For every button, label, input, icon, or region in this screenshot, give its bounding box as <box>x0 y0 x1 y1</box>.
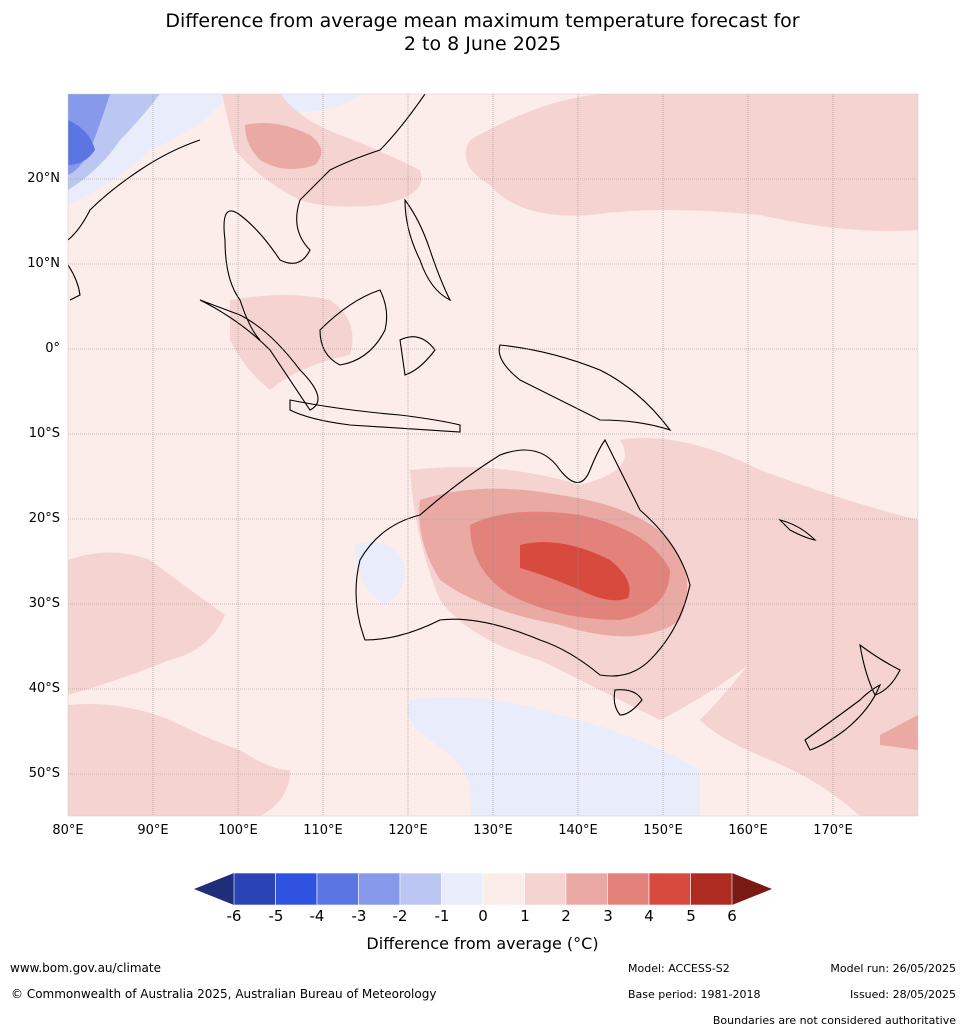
lon-label-110e: 110°E <box>303 823 343 838</box>
colorbar-tick: 3 <box>603 907 613 925</box>
warm-region-east-nz <box>880 715 918 750</box>
sumatra-coastline <box>199 299 319 411</box>
cool-region-southern-ocean <box>407 697 700 816</box>
colorbar-tick: -2 <box>392 907 408 925</box>
new-caledonia-coastline <box>778 518 817 541</box>
colorbar-swatch <box>524 872 567 906</box>
cool-region-wa-coast <box>355 542 405 605</box>
colorbar-swatch <box>565 872 608 906</box>
warm-region-tasman <box>700 600 918 816</box>
colorbar-tick: 5 <box>686 907 696 925</box>
map-title: Difference from average mean maximum tem… <box>0 10 965 56</box>
java-coastline <box>289 399 461 433</box>
philippines-coastline <box>404 198 452 302</box>
lon-label-160e: 160°E <box>728 823 768 838</box>
issued-date: Issued: 28/05/2025 <box>849 988 956 1001</box>
lon-label-140e: 140°E <box>558 823 598 838</box>
colorbar-swatch <box>607 872 650 906</box>
model-run-date: Model run: 26/05/2025 <box>830 962 956 975</box>
tasmania-coastline <box>613 689 643 716</box>
website-link[interactable]: www.bom.gov.au/climate <box>10 961 161 975</box>
colorbar-swatch <box>648 872 691 906</box>
lat-label-10s: 10°S <box>28 426 60 441</box>
colorbar-tick: -4 <box>309 907 325 925</box>
model-name: Model: ACCESS-S2 <box>628 962 730 975</box>
colorbar-swatch <box>482 872 525 906</box>
colorbar-swatch <box>233 872 276 906</box>
colorbar-swatch <box>441 872 484 906</box>
colorbar-tick: -1 <box>434 907 450 925</box>
colorbar <box>194 872 772 906</box>
lat-label-20n: 20°N <box>27 171 60 186</box>
colorbar-swatch <box>316 872 359 906</box>
india-coastline <box>68 139 201 241</box>
lon-label-170e: 170°E <box>813 823 853 838</box>
colorbar-tick: 0 <box>478 907 488 925</box>
sulawesi-coastline <box>399 336 436 376</box>
lat-label-10n: 10°N <box>27 256 60 271</box>
lat-label-20s: 20°S <box>28 511 60 526</box>
colorbar-tick: 6 <box>727 907 737 925</box>
copyright-text: © Commonwealth of Australia 2025, Austra… <box>11 987 437 1001</box>
lon-label-80e: 80°E <box>52 823 84 838</box>
title-line-1: Difference from average mean maximum tem… <box>165 10 800 32</box>
new-guinea-coastline <box>498 344 672 432</box>
colorbar-min-extend <box>194 873 234 905</box>
colorbar-tick: 4 <box>644 907 654 925</box>
australia-coastline <box>355 438 691 677</box>
boundaries-disclaimer: Boundaries are not considered authoritat… <box>712 1014 956 1027</box>
colorbar-title: Difference from average (°C) <box>366 934 599 953</box>
cool-region-china <box>275 94 360 112</box>
warm-region-sumatra <box>230 295 353 390</box>
warm-region-west-pacific <box>465 94 918 231</box>
colorbar-tick: -5 <box>268 907 284 925</box>
base-period: Base period: 1981-2018 <box>628 988 761 1001</box>
lon-label-130e: 130°E <box>473 823 513 838</box>
lon-label-90e: 90°E <box>137 823 169 838</box>
borneo-coastline <box>319 289 388 366</box>
lat-label-0: 0° <box>45 341 60 356</box>
warm-region-south-china <box>245 122 322 169</box>
title-line-2: 2 to 8 June 2025 <box>403 33 562 55</box>
warm-region-southern-indian <box>68 704 290 816</box>
colorbar-tick: -3 <box>351 907 367 925</box>
map-frame <box>67 93 919 817</box>
warm-region-southeast-asia <box>222 94 422 207</box>
coastlines <box>68 94 901 751</box>
cool-region-himalaya-4 <box>68 120 95 165</box>
colorbar-swatch <box>399 872 442 906</box>
colorbar-max-extend <box>732 873 772 905</box>
nz-north-coastline <box>859 643 901 696</box>
lat-label-30s: 30°S <box>28 596 60 611</box>
asia-mainland-coastline <box>223 94 426 341</box>
colorbar-tick: 2 <box>561 907 571 925</box>
colorbar-tick: 1 <box>520 907 530 925</box>
warm-region-indian-ocean-west <box>68 552 225 695</box>
warm-region-australia-4 <box>520 542 630 601</box>
graticule <box>68 94 918 816</box>
lat-label-50s: 50°S <box>28 766 60 781</box>
colorbar-swatch <box>358 872 401 906</box>
colorbar-tick: -6 <box>226 907 242 925</box>
nz-south-coastline <box>804 683 882 751</box>
lon-label-120e: 120°E <box>388 823 428 838</box>
colorbar-swatch <box>690 872 733 906</box>
lon-label-100e: 100°E <box>218 823 258 838</box>
colorbar-swatch <box>275 872 318 906</box>
lat-label-40s: 40°S <box>28 681 60 696</box>
lon-label-150e: 150°E <box>643 823 683 838</box>
sri-lanka-coastline <box>68 264 81 301</box>
